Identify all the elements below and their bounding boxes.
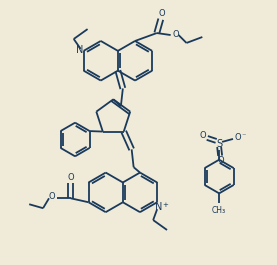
Text: O: O: [235, 134, 241, 143]
Text: O: O: [199, 131, 206, 140]
Text: N: N: [155, 202, 163, 212]
Text: O: O: [67, 173, 74, 182]
Text: N: N: [76, 45, 83, 55]
Text: O: O: [158, 9, 165, 18]
Text: +: +: [162, 202, 168, 208]
Text: ⁻: ⁻: [242, 131, 246, 140]
Text: O: O: [49, 192, 55, 201]
Text: CH₃: CH₃: [212, 206, 226, 215]
Text: O: O: [218, 156, 224, 165]
Text: O: O: [172, 29, 179, 38]
Text: S: S: [216, 139, 222, 149]
